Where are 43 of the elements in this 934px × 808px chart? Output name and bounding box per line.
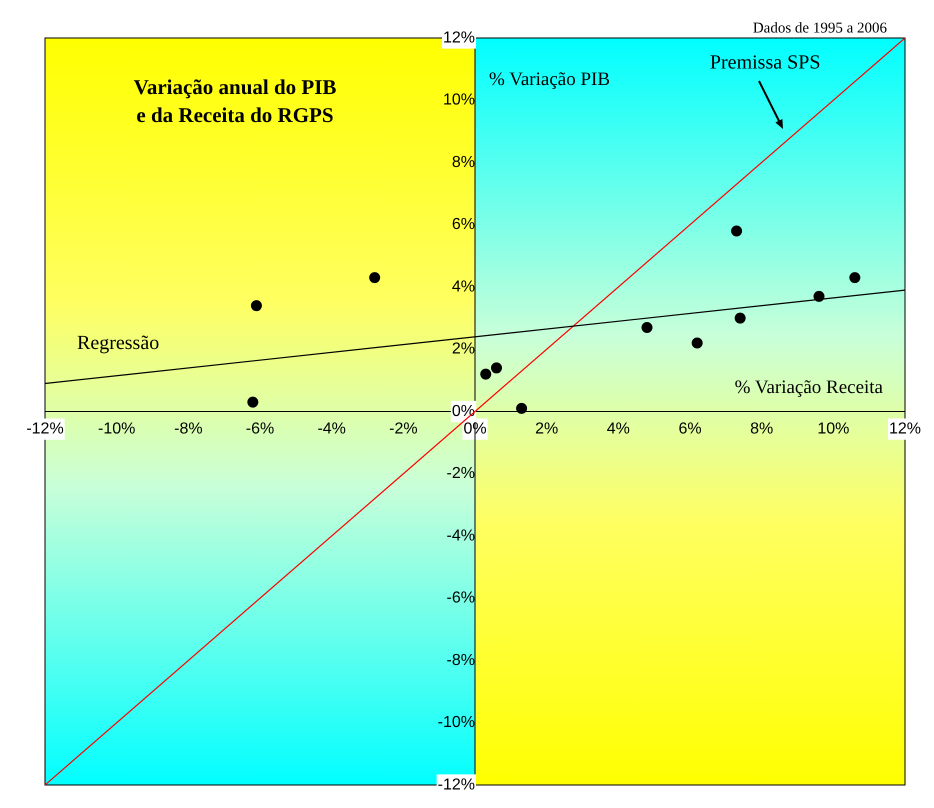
- y-tick-label: -2%: [446, 465, 475, 482]
- x-tick-label: 4%: [606, 420, 630, 438]
- point: [692, 338, 703, 349]
- x-tick-label: -2%: [389, 420, 418, 438]
- x-tick-label: 6%: [678, 420, 702, 438]
- x-tick-label: -12%: [26, 420, 64, 438]
- point: [480, 368, 492, 380]
- x-tick-label: 12%: [888, 420, 922, 438]
- x-tick-label: -10%: [98, 420, 136, 438]
- series-label: Regressão: [77, 332, 160, 354]
- point: [247, 396, 258, 408]
- x-tick-label: -6%: [246, 420, 274, 438]
- y-tick-label: -12%: [438, 776, 475, 794]
- y-tick-label: 12%: [442, 29, 475, 46]
- text: Dados de 1995 a 2006: [752, 20, 888, 36]
- point: [734, 312, 746, 324]
- point: [516, 402, 528, 414]
- x-tick-label: 2%: [535, 420, 558, 438]
- y-tick-label: 0%: [452, 402, 475, 420]
- x-tick-label: -4%: [317, 420, 346, 438]
- point: [369, 272, 380, 284]
- y-tick-label: 4%: [452, 278, 475, 296]
- y-tick-label: -4%: [446, 527, 475, 544]
- point: [814, 290, 824, 302]
- y-tick-label: -10%: [438, 714, 475, 732]
- x-tick-label: 10%: [817, 420, 850, 438]
- point: [731, 225, 742, 236]
- series-label: Premissa SPS: [710, 51, 820, 74]
- x-axis-title: % Variação Receita: [734, 376, 884, 398]
- point: [642, 322, 652, 333]
- x-tick-label: -8%: [174, 420, 203, 438]
- y-tick-label: -8%: [446, 652, 475, 669]
- point: [849, 272, 860, 284]
- point: [250, 300, 262, 312]
- y-tick-label: -6%: [446, 590, 475, 607]
- y-axis-title: % Variação PIB: [489, 68, 610, 90]
- y-tick-label: 8%: [452, 154, 475, 171]
- x-tick-label: 8%: [750, 420, 774, 438]
- y-tick-label: 6%: [452, 216, 475, 234]
- text: Variação anual do PIB e da Receita do RGPS: [134, 74, 336, 127]
- y-tick-label: 2%: [452, 340, 475, 358]
- point: [491, 362, 502, 374]
- y-tick-label: 10%: [442, 92, 475, 109]
